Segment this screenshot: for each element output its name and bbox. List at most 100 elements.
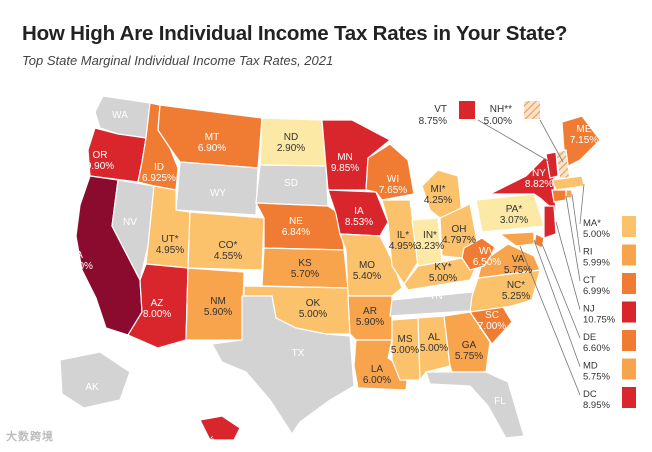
leader-ma — [579, 183, 585, 225]
callout-swatch-ma — [622, 216, 636, 237]
state-shape-tx — [211, 295, 355, 436]
state-label-fl: FL — [494, 396, 506, 407]
state-rate-ky: 5.00% — [429, 273, 457, 284]
callout-label-ma: MA* — [583, 218, 601, 229]
state-rate-ne: 6.84% — [282, 227, 310, 238]
state-label-wa: WA — [112, 110, 128, 121]
state-label-ga: GA — [462, 340, 477, 351]
callout-rate-vt: 8.75% — [419, 116, 447, 127]
leader-ri — [571, 193, 581, 253]
callout-swatch-ct — [622, 273, 636, 294]
state-label-wv: WV — [479, 246, 495, 257]
state-label-ut: UT* — [161, 234, 178, 245]
state-rate-ks: 5.70% — [291, 269, 319, 280]
state-rate-ut: 4.95% — [156, 245, 184, 256]
state-rate-oh: 4.797% — [442, 235, 476, 246]
state-shape-co — [187, 211, 265, 271]
leader-ct — [565, 195, 581, 282]
state-label-nv: NV — [123, 217, 137, 228]
callout-rate-dc: 8.95% — [583, 400, 610, 411]
state-shape-vt — [545, 151, 559, 179]
state-shape-wv — [461, 237, 497, 271]
state-label-mi: MI* — [431, 184, 446, 195]
state-label-ms: MS — [398, 334, 413, 345]
state-label-al: AL — [428, 332, 441, 343]
state-shape-nj — [543, 205, 557, 239]
leader-vt — [477, 119, 551, 163]
state-label-nd: ND — [284, 132, 298, 143]
state-label-wi: WI — [387, 174, 399, 185]
state-shape-va — [477, 243, 541, 279]
state-label-mn: MN — [337, 152, 353, 163]
state-label-ca: CA — [69, 250, 83, 261]
state-shape-ri — [565, 189, 573, 199]
state-rate-or: 9.90% — [86, 161, 114, 172]
state-label-ks: KS — [298, 258, 312, 269]
state-rate-ia: 8.53% — [345, 217, 373, 228]
state-label-nc: NC* — [507, 280, 525, 291]
state-shape-ak — [59, 351, 131, 409]
state-shape-mo — [339, 233, 403, 297]
callout-label-ri: RI — [583, 247, 593, 258]
state-label-la: LA — [371, 364, 384, 375]
state-label-nm: NM — [210, 296, 226, 307]
callout-swatch-nj — [622, 301, 636, 323]
state-rate-az: 8.00% — [143, 309, 171, 320]
state-label-me: ME — [577, 124, 592, 135]
state-rate-mi: 4.25% — [424, 195, 452, 206]
callout-rate-ma: 5.00% — [583, 229, 610, 240]
state-label-il: IL* — [397, 230, 409, 241]
callout-swatch-ri — [622, 244, 636, 266]
state-label-tn: TN — [429, 291, 442, 302]
state-label-id: ID — [154, 162, 164, 173]
state-rate-pa: 3.07% — [500, 215, 528, 226]
state-rate-me: 7.15% — [570, 135, 598, 146]
state-label-tx: TX — [292, 348, 305, 359]
state-label-oh: OH — [452, 224, 467, 235]
callout-swatch-vt — [459, 101, 475, 119]
state-rate-ar: 5.90% — [356, 317, 384, 328]
state-shape-la — [353, 339, 409, 391]
state-rate-nc: 5.25% — [502, 291, 530, 302]
state-label-or: OR — [93, 150, 108, 161]
state-label-sd: SD — [284, 178, 298, 189]
map-title: How High Are Individual Income Tax Rates… — [22, 22, 568, 45]
leader-md — [533, 239, 581, 367]
state-label-mo: MO — [359, 260, 375, 271]
state-rate-mn: 9.85% — [331, 163, 359, 174]
callout-rate-md: 5.75% — [583, 372, 610, 383]
callout-label-nj: NJ — [583, 304, 595, 315]
state-label-az: AZ — [151, 298, 164, 309]
state-label-ak: AK — [85, 382, 99, 393]
state-rate-al: 5.00% — [420, 343, 448, 354]
state-shape-md — [498, 231, 535, 247]
callout-swatch-dc — [622, 387, 636, 408]
state-rate-co: 4.55% — [214, 251, 242, 262]
state-rate-ok: 5.00% — [299, 309, 327, 320]
state-shape-hi — [199, 415, 241, 441]
state-rate-il: 4.95% — [389, 241, 417, 252]
state-shape-ms — [391, 317, 421, 381]
state-rate-mo: 5.40% — [353, 271, 381, 282]
callout-swatch-de — [622, 330, 636, 351]
state-rate-mt: 6.90% — [198, 143, 226, 154]
state-label-sc: SC — [485, 310, 499, 321]
state-label-ky: KY* — [434, 262, 451, 273]
state-label-ny: NY — [532, 168, 546, 179]
state-label-in: IN* — [423, 230, 437, 241]
state-label-pa: PA* — [506, 204, 523, 215]
callout-rate-ct: 6.99% — [583, 286, 610, 297]
watermark-text: 大数跨境 — [6, 431, 54, 443]
state-label-ne: NE — [289, 216, 303, 227]
state-rate-id: 6.925% — [142, 173, 176, 184]
state-label-va: VA — [512, 254, 525, 265]
state-shape-ma — [551, 175, 585, 191]
state-rate-sc: 7.00% — [478, 321, 506, 332]
state-shape-wi — [365, 143, 415, 201]
state-label-hi: HI — [193, 424, 203, 435]
state-rate-ms: 5.00% — [391, 345, 419, 356]
callout-rate-de: 6.60% — [583, 343, 610, 354]
state-rate-va: 5.75% — [504, 265, 532, 276]
state-shape-al — [417, 315, 451, 382]
